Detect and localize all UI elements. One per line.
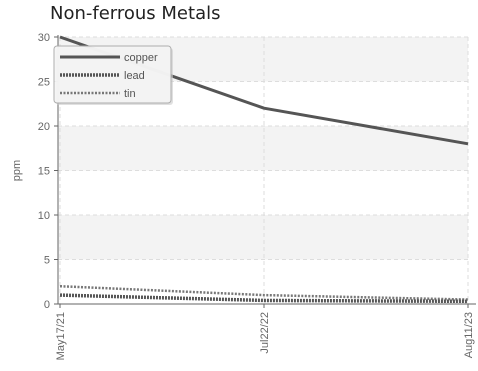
y-tick-label: 15 <box>38 166 50 178</box>
y-tick-label: 20 <box>38 121 50 133</box>
legend-label-tin: tin <box>124 88 136 100</box>
x-tick-label: Aug11/23 <box>463 312 475 358</box>
y-tick-label: 10 <box>38 210 50 222</box>
y-axis-title: ppm <box>11 160 23 181</box>
x-tick-label: Jul22/22 <box>259 312 271 354</box>
grid-band <box>58 126 468 171</box>
y-tick-label: 5 <box>44 255 50 267</box>
y-tick-label: 0 <box>44 299 50 311</box>
legend-label-lead: lead <box>124 70 145 82</box>
chart-title: Non-ferrous Metals <box>50 3 221 24</box>
legend-label-copper: copper <box>124 52 158 64</box>
x-tick-label: May17/21 <box>55 312 67 360</box>
y-tick-label: 25 <box>38 77 50 89</box>
y-tick-label: 30 <box>38 32 50 44</box>
grid-band <box>58 215 468 260</box>
